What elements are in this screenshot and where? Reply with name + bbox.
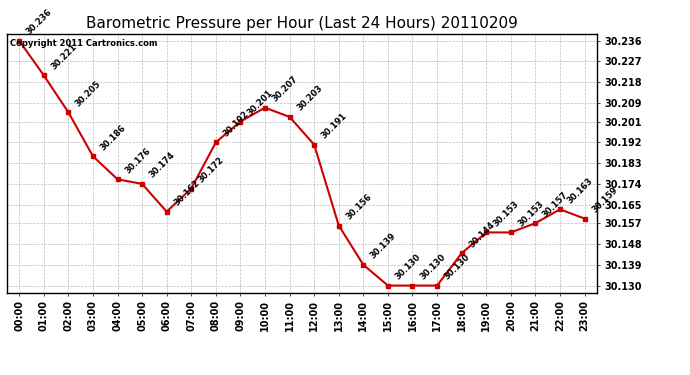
Text: 30.130: 30.130 <box>442 252 472 281</box>
Text: 30.192: 30.192 <box>221 109 250 138</box>
Text: 30.174: 30.174 <box>148 151 177 180</box>
Text: 30.207: 30.207 <box>270 74 299 104</box>
Text: 30.130: 30.130 <box>393 252 422 281</box>
Text: Copyright 2011 Cartronics.com: Copyright 2011 Cartronics.com <box>10 39 157 48</box>
Title: Barometric Pressure per Hour (Last 24 Hours) 20110209: Barometric Pressure per Hour (Last 24 Ho… <box>86 16 518 31</box>
Text: 30.159: 30.159 <box>590 185 620 214</box>
Text: 30.162: 30.162 <box>172 178 201 207</box>
Text: 30.163: 30.163 <box>566 176 595 205</box>
Text: 30.201: 30.201 <box>246 88 275 117</box>
Text: 30.172: 30.172 <box>197 155 226 184</box>
Text: 30.236: 30.236 <box>25 8 54 36</box>
Text: 30.144: 30.144 <box>467 220 497 249</box>
Text: 30.191: 30.191 <box>319 111 349 141</box>
Text: 30.139: 30.139 <box>369 231 398 261</box>
Text: 30.156: 30.156 <box>344 192 373 221</box>
Text: 30.157: 30.157 <box>541 190 570 219</box>
Text: 30.205: 30.205 <box>74 79 103 108</box>
Text: 30.186: 30.186 <box>99 123 128 152</box>
Text: 30.153: 30.153 <box>516 199 546 228</box>
Text: 30.176: 30.176 <box>123 146 152 175</box>
Text: 30.203: 30.203 <box>295 84 324 113</box>
Text: 30.130: 30.130 <box>418 252 447 281</box>
Text: 30.153: 30.153 <box>492 199 521 228</box>
Text: 30.221: 30.221 <box>49 42 79 71</box>
